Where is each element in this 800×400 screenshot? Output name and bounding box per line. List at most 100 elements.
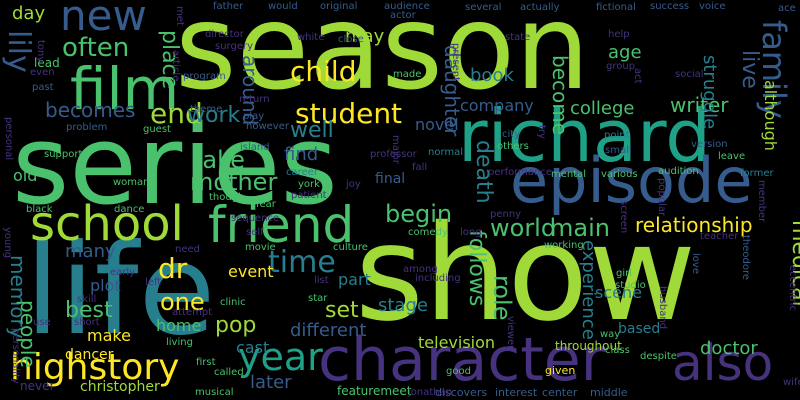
cloud-word-surgery: surgery <box>215 41 254 52</box>
cloud-word-main: main <box>550 214 610 242</box>
cloud-word-present: present <box>450 43 461 82</box>
cloud-word-use: use <box>33 317 51 328</box>
cloud-word-article: article <box>170 50 181 82</box>
cloud-word-audience: audience <box>384 1 430 12</box>
cloud-word-episode: episode <box>510 144 753 217</box>
cloud-word-good: good <box>446 366 471 377</box>
cloud-word-point: point <box>604 130 630 141</box>
cloud-word-long: long <box>460 227 482 238</box>
cloud-word-love: love <box>690 253 701 274</box>
cloud-word-several: several <box>465 2 502 13</box>
cloud-word-jonathan: jonathan <box>408 387 453 398</box>
cloud-word-mental: mental <box>551 169 587 180</box>
cloud-word-made: made <box>393 69 422 80</box>
cloud-word-find: find <box>284 144 319 165</box>
cloud-word-show: show <box>355 197 697 351</box>
cloud-word-called: called <box>214 367 244 378</box>
cloud-word-center: center <box>542 386 578 399</box>
cloud-word-live: live <box>737 50 762 89</box>
cloud-word-despite: despite <box>640 351 677 362</box>
cloud-word-program: program <box>183 71 226 82</box>
cloud-word-self: self <box>246 227 264 238</box>
cloud-word-popular: popular <box>656 178 667 217</box>
cloud-word-working: working <box>544 240 584 251</box>
cloud-word-many: many <box>65 241 116 262</box>
cloud-word-character: character <box>318 325 606 395</box>
cloud-word-series: series <box>12 101 338 229</box>
cloud-word-wife: wife <box>783 377 800 388</box>
cloud-word-small: small <box>605 145 632 156</box>
cloud-word-people: people <box>16 300 40 368</box>
cloud-word-student: student <box>295 97 403 130</box>
cloud-word-past: past <box>32 82 54 93</box>
cloud-word-audition: audition <box>658 166 699 177</box>
cloud-word-girl: girl <box>616 268 633 279</box>
cloud-word-first: first <box>196 357 216 368</box>
cloud-word-island: island <box>240 142 270 153</box>
cloud-word-comedy: comedy <box>408 227 448 238</box>
cloud-word-actually: actually <box>520 2 560 13</box>
cloud-word-season: season <box>175 0 590 116</box>
cloud-word-personality: personality <box>10 328 21 384</box>
cloud-word-different: different <box>290 320 367 341</box>
cloud-word-theme: theme <box>190 104 223 115</box>
cloud-word-even: even <box>30 67 55 78</box>
cloud-word-given: given <box>545 364 576 377</box>
cloud-word-cast: cast <box>236 338 270 357</box>
cloud-word-dance: dance <box>114 204 145 215</box>
cloud-word-fall: fall <box>412 162 428 173</box>
cloud-word-movie: movie <box>245 242 276 253</box>
cloud-word-highstory: highstory <box>10 347 180 388</box>
cloud-word-joy: joy <box>346 179 361 190</box>
cloud-word-mother: mother <box>190 168 278 196</box>
cloud-word-though: though <box>209 192 245 203</box>
cloud-word-guest: guest <box>143 124 171 135</box>
cloud-word-patient: patient <box>291 190 327 201</box>
cloud-word-penny: penny <box>490 209 522 220</box>
cloud-word-clinic: clinic <box>220 297 246 308</box>
cloud-word-husband: husband <box>657 286 668 330</box>
cloud-word-woman: woman <box>113 177 150 188</box>
cloud-word-plot: plot <box>90 276 121 295</box>
cloud-word-problem: problem <box>66 122 108 133</box>
cloud-word-home: home <box>156 316 202 335</box>
cloud-word-television: television <box>418 333 496 352</box>
cloud-word-member: member <box>756 180 767 223</box>
cloud-word-set: set <box>325 298 359 323</box>
cloud-word-version: version <box>691 139 728 150</box>
cloud-word-later: later <box>250 372 292 393</box>
cloud-word-lily: lily <box>1 30 36 73</box>
cloud-word-short: short <box>74 317 100 328</box>
cloud-word-return: return <box>239 94 270 105</box>
cloud-word-lead: lead <box>34 56 60 70</box>
cloud-word-actor: actor <box>390 10 416 21</box>
cloud-word-living: living <box>166 337 193 348</box>
cloud-word-christopher: christopher <box>80 379 160 395</box>
cloud-word-old: old <box>13 166 38 185</box>
cloud-word-fear: fear <box>256 199 276 210</box>
cloud-word-novel: novel <box>415 115 459 134</box>
cloud-word-well: well <box>290 118 334 143</box>
cloud-word-follows: follows <box>464 230 489 307</box>
cloud-word-try: try <box>536 125 547 139</box>
cloud-word-age: age <box>608 42 642 63</box>
cloud-word-work: work <box>187 103 241 128</box>
cloud-word-although: although <box>761 80 780 151</box>
cloud-word-make: make <box>87 326 131 345</box>
cloud-word-featuremeet: featuremeet <box>337 384 412 398</box>
cloud-word-film: film <box>70 55 180 123</box>
cloud-word-performance: performance <box>488 167 553 178</box>
cloud-word-white: white <box>297 32 325 43</box>
cloud-word-met: met <box>174 6 185 26</box>
cloud-word-world: world <box>490 214 557 242</box>
cloud-word-voice: voice <box>699 1 726 12</box>
cloud-word-year: year <box>238 335 323 379</box>
cloud-word-scene: scene <box>595 283 642 302</box>
cloud-word-ace: ace <box>778 3 796 14</box>
cloud-word-personal: personal <box>3 117 14 161</box>
cloud-word-school: school <box>30 196 184 252</box>
cloud-word-fictional: fictional <box>596 2 636 13</box>
cloud-word-leave: leave <box>718 151 746 162</box>
cloud-word-director: director <box>205 29 244 40</box>
